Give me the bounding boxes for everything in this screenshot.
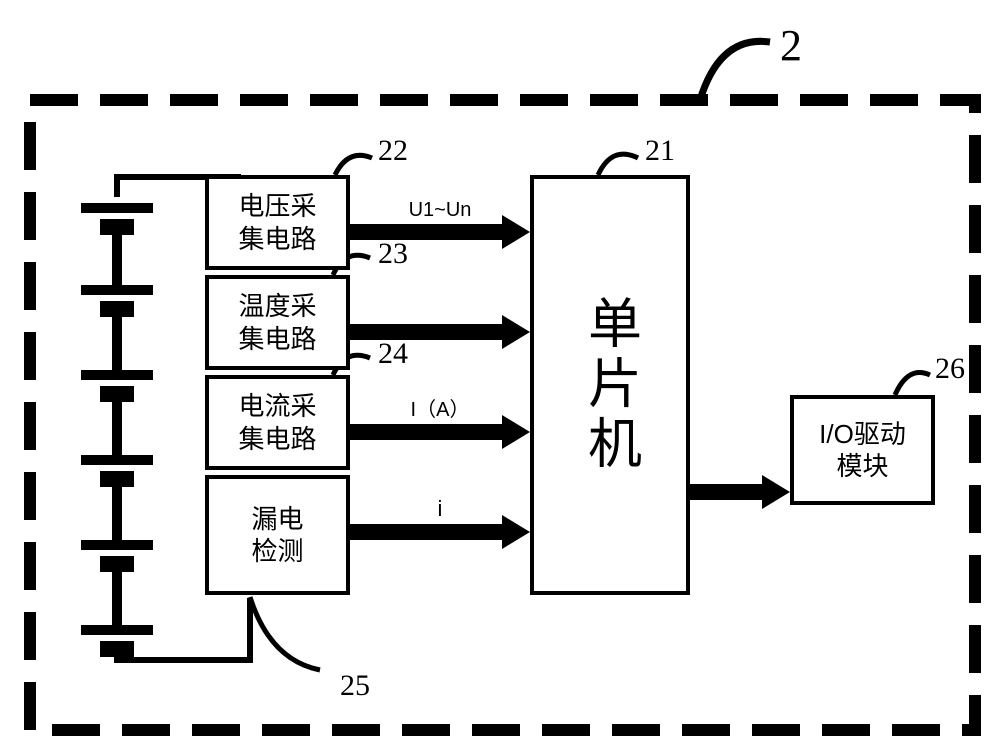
battery-link [112, 487, 122, 540]
callout-main-hook [700, 41, 770, 100]
io-module: I/O驱动模块 [790, 395, 935, 505]
battery-plate-short [100, 301, 134, 317]
battery-plate-long [81, 203, 153, 213]
module-voltage-label: 电压采集电路 [238, 190, 316, 255]
callout-label-io: 26 [935, 352, 965, 385]
arrow-a-io [690, 475, 790, 509]
module-temp: 温度采集电路 [205, 275, 350, 370]
battery-plate-long [81, 540, 153, 550]
module-temp-label: 温度采集电路 [238, 290, 316, 355]
arrow-label-a-current: I（A） [411, 398, 470, 421]
mcu-box: 单片机 [530, 175, 690, 595]
arrow-label-a-leakage: i [438, 496, 443, 521]
callout-hook-voltage [335, 155, 372, 175]
battery-plate-long [81, 285, 153, 295]
battery-link [112, 572, 122, 625]
io-module-label: I/O驱动模块 [819, 418, 906, 483]
arrow-a-temp [350, 315, 530, 349]
module-current: 电流采集电路 [205, 375, 350, 470]
callout-label-voltage: 22 [378, 134, 408, 167]
module-leakage-label: 漏电检测 [251, 503, 303, 568]
callout-label-leakage: 25 [340, 669, 370, 702]
battery-plate-short [100, 471, 134, 487]
battery-plate-short [100, 641, 134, 657]
battery-plate-short [100, 556, 134, 572]
battery-link [112, 235, 122, 285]
callout-main-label: 2 [780, 21, 802, 70]
callout-hook-io [895, 373, 930, 396]
battery-plate-long [81, 370, 153, 380]
battery-link [112, 317, 122, 370]
module-leakage: 漏电检测 [205, 475, 350, 595]
callout-hook-leakage [250, 597, 320, 670]
battery-link [112, 402, 122, 455]
battery-plate-long [81, 455, 153, 465]
callout-label-current: 24 [378, 337, 408, 370]
battery-plate-short [100, 219, 134, 235]
module-voltage: 电压采集电路 [205, 175, 350, 270]
mcu-label: 单片机 [571, 295, 650, 475]
callout-label-temp: 23 [378, 237, 408, 270]
battery-plate-long [81, 625, 153, 635]
diagram-canvas: 2222324252126U1~UnI（A）i 电压采集电路温度采集电路电流采集… [0, 0, 1000, 745]
battery-plate-short [100, 386, 134, 402]
callout-label-mcu: 21 [645, 134, 675, 167]
module-current-label: 电流采集电路 [238, 390, 316, 455]
arrow-label-a-voltage: U1~Un [409, 199, 472, 221]
callout-hook-mcu [598, 154, 638, 175]
diagram-svg: 2222324252126U1~UnI（A）i [0, 0, 1000, 745]
